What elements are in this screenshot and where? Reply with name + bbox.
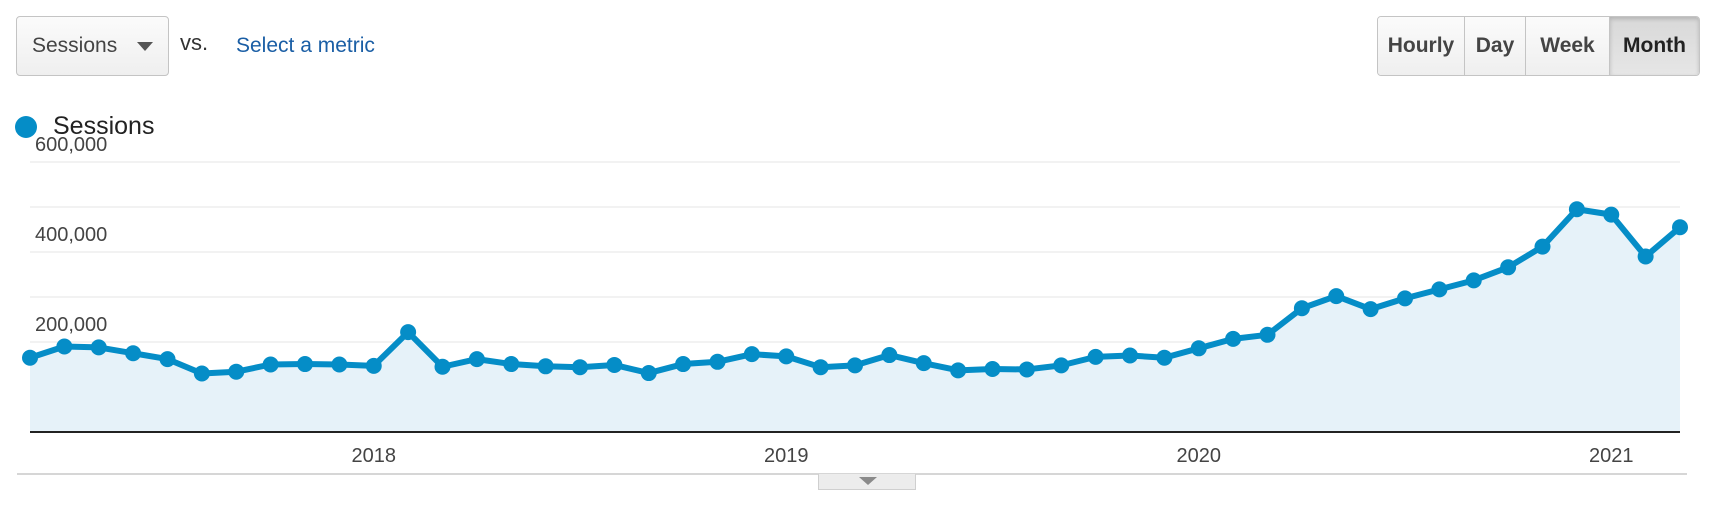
expand-arrow-icon [859, 477, 877, 485]
sessions-data-point [90, 339, 107, 356]
sessions-data-point [847, 357, 863, 374]
sessions-data-point [434, 358, 451, 375]
sessions-data-point [640, 365, 657, 382]
sessions-data-point [675, 356, 692, 373]
chart-legend: Sessions [15, 112, 154, 141]
y-tick-label: 400,000 [35, 224, 107, 246]
sessions-data-point [193, 365, 210, 382]
sessions-data-point [1190, 340, 1207, 357]
sessions-data-point [1568, 201, 1585, 218]
hourly-button[interactable]: Hourly [1378, 17, 1464, 75]
series-area [30, 209, 1680, 432]
sessions-data-point [537, 358, 554, 375]
sessions-data-point [331, 356, 348, 373]
sessions-data-point [1603, 206, 1620, 223]
sessions-data-point [468, 351, 485, 368]
sessions-data-point [1053, 357, 1070, 374]
y-tick-label: 600,000 [35, 134, 107, 156]
sessions-data-point [709, 353, 726, 370]
sessions-data-point [1637, 248, 1654, 265]
metric-select[interactable]: Sessions [16, 16, 169, 76]
sessions-data-point [1672, 219, 1688, 236]
sessions-data-point [778, 348, 795, 365]
sessions-data-point [1018, 361, 1035, 378]
sessions-data-point [1087, 348, 1104, 365]
sessions-data-point [743, 346, 760, 363]
chart-expand-button[interactable] [818, 474, 916, 490]
metric-select-value: Sessions [32, 34, 118, 57]
sessions-data-point [812, 359, 829, 376]
sessions-data-point [22, 349, 38, 366]
x-tick-label: 2019 [764, 445, 809, 467]
sessions-data-point [1397, 290, 1413, 307]
sessions-data-point [915, 355, 932, 372]
sessions-data-point [1465, 272, 1482, 289]
day-button[interactable]: Day [1464, 17, 1525, 75]
sessions-data-point [400, 324, 417, 341]
x-tick-label: 2021 [1589, 445, 1634, 467]
sessions-data-point [228, 363, 245, 380]
sessions-data-point [1225, 330, 1242, 347]
sessions-data-point [572, 359, 588, 376]
sessions-data-point [1293, 300, 1310, 317]
y-tick-label: 200,000 [35, 314, 107, 336]
sessions-data-point [262, 356, 279, 373]
vs-label: vs. [180, 30, 209, 55]
legend-marker-icon [15, 115, 37, 138]
sessions-data-point [159, 351, 176, 368]
sessions-data-point [606, 356, 623, 373]
sessions-data-point [950, 362, 967, 379]
caret-down-icon [137, 42, 153, 51]
sessions-data-point [1500, 259, 1517, 276]
sessions-data-point [125, 345, 142, 362]
x-tick-label: 2020 [1177, 445, 1222, 467]
month-button[interactable]: Month [1609, 17, 1699, 75]
sessions-data-point [881, 347, 898, 364]
x-tick-label: 2018 [352, 445, 397, 467]
sessions-data-point [297, 356, 313, 373]
sessions-data-point [1362, 301, 1379, 318]
week-button[interactable]: Week [1525, 17, 1609, 75]
sessions-data-point [1534, 238, 1551, 255]
sessions-data-point [1122, 347, 1138, 364]
sessions-data-point [365, 357, 382, 374]
sessions-data-point [503, 356, 520, 373]
sessions-data-point [1328, 288, 1345, 305]
select-metric-link[interactable]: Select a metric [236, 34, 375, 57]
sessions-data-point [56, 338, 73, 355]
sessions-data-point [1156, 349, 1173, 366]
sessions-data-point [1259, 326, 1276, 343]
legend-label: Sessions [53, 112, 155, 140]
sessions-data-point [1431, 281, 1448, 298]
granularity-toggle: Hourly Day Week Month [1377, 16, 1700, 76]
sessions-data-point [984, 361, 1001, 377]
